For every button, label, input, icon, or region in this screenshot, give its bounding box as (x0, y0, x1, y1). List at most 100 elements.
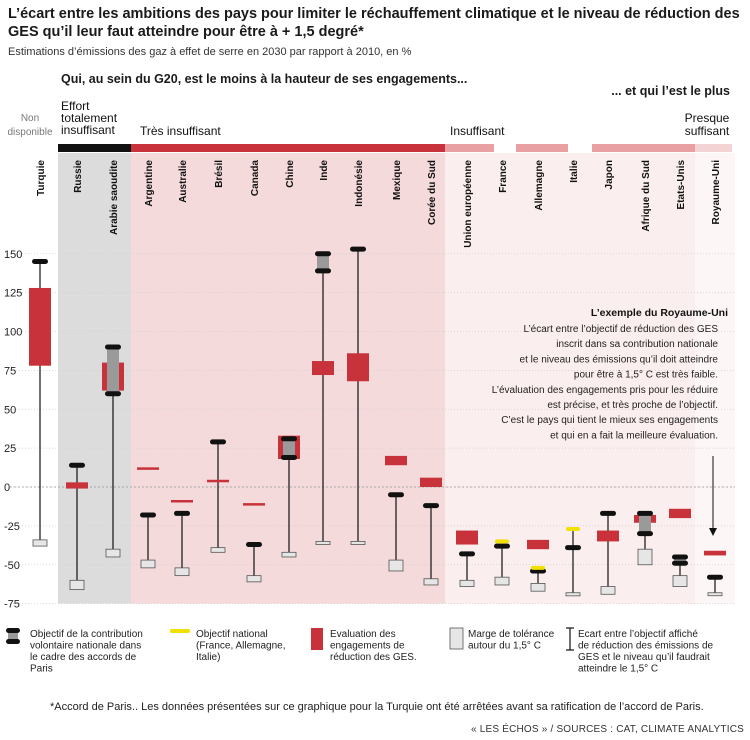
country-label-7: Chine (285, 160, 296, 188)
country-label-12: Union européenne (463, 160, 474, 248)
tolerance-box-14 (530, 583, 546, 592)
ndc-cap-8-1 (315, 268, 331, 274)
evaluation-bar-5 (207, 479, 229, 483)
ndc-cap-7-1 (281, 454, 297, 460)
country-label-6: Canada (250, 160, 261, 197)
evaluation-bar-9 (347, 353, 369, 382)
category-bar-3 (516, 144, 568, 152)
annotation-arrowhead (709, 528, 717, 536)
tolerance-box-10 (388, 559, 404, 572)
ndc-cap-2-1 (105, 391, 121, 397)
tolerance-box-11 (423, 578, 439, 586)
country-label-15: Italie (569, 160, 580, 183)
national-target-13-0 (495, 539, 509, 544)
y-tick-label: -25 (4, 521, 20, 533)
ndc-cap-4-0 (174, 510, 190, 516)
ndc-cap-2-0 (105, 344, 121, 350)
country-label-1: Russie (73, 160, 84, 193)
country-label-17: Afrique du Sud (641, 160, 652, 232)
tolerance-box-7 (281, 551, 297, 558)
legend-ndc-cap (6, 639, 20, 644)
ndc-cap-7-0 (281, 436, 297, 442)
country-label-3: Argentine (144, 160, 155, 207)
evaluation-bar-1 (66, 482, 88, 489)
ndc-cap-13-0 (494, 543, 510, 549)
tolerance-box-16 (600, 586, 616, 595)
y-tick-label: 150 (4, 249, 22, 261)
tolerance-box-19 (707, 592, 723, 597)
ndc-cap-9-0 (350, 246, 366, 252)
tolerance-box-0 (32, 539, 48, 547)
annotation-title: L’exemple du Royaume-Uni (591, 307, 728, 319)
y-tick-label: 0 (4, 482, 10, 494)
evaluation-bar-10 (385, 455, 407, 466)
national-target-14-0 (531, 565, 545, 570)
ndc-cap-17-1 (637, 531, 653, 537)
evaluation-bar-8 (312, 361, 334, 376)
annotation-line: L’évaluation des engagements pris pour l… (492, 385, 719, 396)
evaluation-bar-18 (669, 508, 691, 519)
country-label-5: Brésil (214, 160, 225, 188)
tolerance-box-18 (672, 575, 688, 587)
y-tick-label: 125 (4, 288, 22, 300)
zone-tres-insuffisant (131, 153, 445, 604)
y-tick-label: 75 (4, 365, 16, 377)
country-label-8: Inde (319, 160, 330, 181)
country-label-2: Arabie saoudite (109, 160, 120, 235)
ndc-cap-1-0 (69, 462, 85, 468)
category-bar-5 (695, 144, 732, 152)
tolerance-box-5 (210, 547, 226, 553)
country-label-4: Australie (178, 160, 189, 203)
tolerance-box-12 (459, 579, 475, 587)
annotation-line: est précise, et très proche de l’objecti… (547, 400, 718, 411)
annotation-line: pour être à 1,5° C est très faible. (574, 370, 718, 381)
annotation-line: et qui en a fait la meilleure évaluation… (550, 430, 718, 441)
ndc-cap-19-0 (707, 574, 723, 580)
category-bar-1 (131, 144, 445, 152)
y-tick-label: 25 (4, 443, 16, 455)
legend-tolerance-text: Marge de tolérance autour du 1,5° C (468, 629, 555, 652)
legend-ndc-text: Objectif de la contribution volontaire na… (30, 629, 143, 675)
chart-subtitle: Estimations d’émissions des gaz à effet … (8, 46, 412, 58)
category-label: Très insuffisant (140, 124, 221, 138)
annotation-line: inscrit dans sa contribution nationale (556, 339, 718, 350)
chart-title: L’écart entre les ambitions des pays pou… (8, 6, 740, 40)
tolerance-box-6 (246, 575, 262, 583)
category-label: Insuffisant (450, 124, 505, 138)
ndc-cap-17-0 (637, 510, 653, 516)
legend-national-text: Objectif national (France, Allemagne, Ital… (196, 629, 286, 663)
y-tick-label: 50 (4, 404, 16, 416)
y-tick-label: -50 (4, 560, 20, 572)
country-label-13: France (498, 160, 509, 193)
evaluation-bar-11 (420, 477, 442, 487)
ndc-range-17 (639, 513, 651, 534)
category-label: Non disponible (7, 113, 52, 138)
source: « LES ÉCHOS » / SOURCES : CAT, CLIMATE A… (470, 724, 744, 735)
legend-evaluation-symbol (311, 628, 323, 650)
category-bar-4 (592, 144, 695, 152)
legend-ndc-cap (6, 628, 20, 633)
ndc-cap-15-0 (565, 545, 581, 551)
ndc-range-8 (317, 253, 329, 271)
legend-national-symbol (170, 629, 190, 633)
country-label-16: Japon (604, 160, 615, 189)
ndc-cap-6-0 (246, 542, 262, 548)
country-label-14: Allemagne (534, 160, 545, 211)
ndc-cap-11-0 (423, 503, 439, 509)
category-bar-2 (445, 144, 494, 152)
legend-gap-text: Ecart entre l’objectif affiché de réducti… (578, 629, 714, 675)
tolerance-box-9 (350, 541, 366, 545)
evaluation-bar-4 (171, 499, 193, 503)
tolerance-box-17 (637, 548, 653, 566)
ndc-cap-10-0 (388, 492, 404, 498)
annotation-line: L’écart entre l’objectif de réduction de… (523, 324, 718, 335)
country-label-0: Turquie (36, 160, 47, 196)
annotation-line: et le niveau des émissions qu’il doit at… (520, 354, 719, 365)
ndc-cap-18-1 (672, 560, 688, 566)
tolerance-box-13 (494, 576, 510, 586)
country-label-11: Corée du Sud (427, 160, 438, 225)
range-chart: Non disponible Effort totalement insuffisant… (4, 99, 735, 675)
tolerance-box-8 (315, 541, 331, 545)
evaluation-bar-16 (597, 530, 619, 542)
question-left: Qui, au sein du G20, est le moins à la h… (61, 72, 468, 86)
